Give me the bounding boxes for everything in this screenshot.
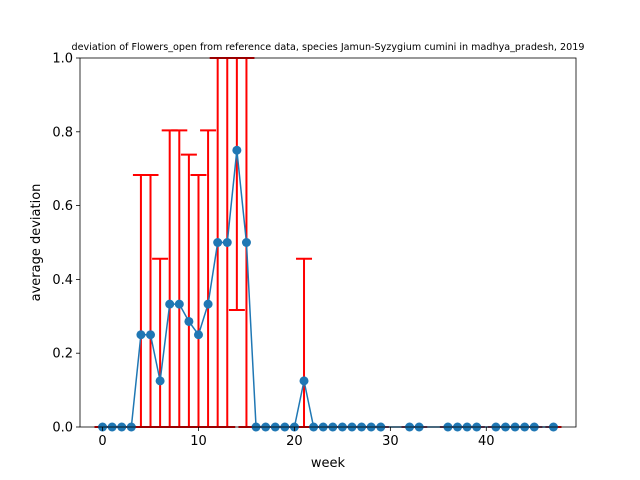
data-point (184, 316, 194, 326)
error-bar (190, 173, 207, 428)
y-tick-label: 0.6 (52, 199, 73, 214)
y-tick-label: 0.8 (52, 125, 73, 140)
error-bar (296, 257, 313, 428)
data-point (136, 330, 146, 340)
y-tick-label: 1.0 (52, 52, 73, 67)
x-tick-label: 0 (98, 434, 106, 449)
data-point (165, 299, 175, 309)
x-tick-label: 20 (286, 434, 303, 449)
error-bar (152, 257, 169, 428)
x-axis-label: week (311, 456, 346, 471)
error-bar (228, 57, 245, 312)
x-tick-label: 10 (190, 434, 207, 449)
data-point (203, 299, 213, 309)
data-point (146, 330, 156, 340)
data-points (98, 145, 558, 432)
y-tick-label: 0.0 (52, 421, 73, 436)
error-bars (94, 57, 562, 428)
y-axis-label: average deviation (29, 184, 44, 302)
data-point (213, 238, 223, 247)
data-point (241, 238, 251, 247)
plot-frame (79, 57, 577, 428)
data-point (299, 376, 309, 386)
error-bar (180, 153, 197, 428)
chart-title: deviation of Flowers_open from reference… (72, 42, 585, 53)
error-bar (171, 129, 188, 428)
x-tick-label: 30 (382, 434, 399, 449)
data-point (193, 330, 203, 340)
data-point (155, 376, 165, 386)
data-point (174, 299, 184, 309)
y-axis-ticks: 0.0 0.2 0.4 0.6 0.8 1.0 (52, 52, 80, 436)
data-point (222, 238, 232, 247)
y-tick-label: 0.2 (52, 347, 73, 362)
data-point (232, 145, 242, 155)
error-bar (142, 173, 159, 428)
y-tick-label: 0.4 (52, 273, 73, 288)
x-tick-label: 40 (478, 434, 495, 449)
x-axis-ticks: 0 10 20 30 40 (98, 427, 495, 449)
